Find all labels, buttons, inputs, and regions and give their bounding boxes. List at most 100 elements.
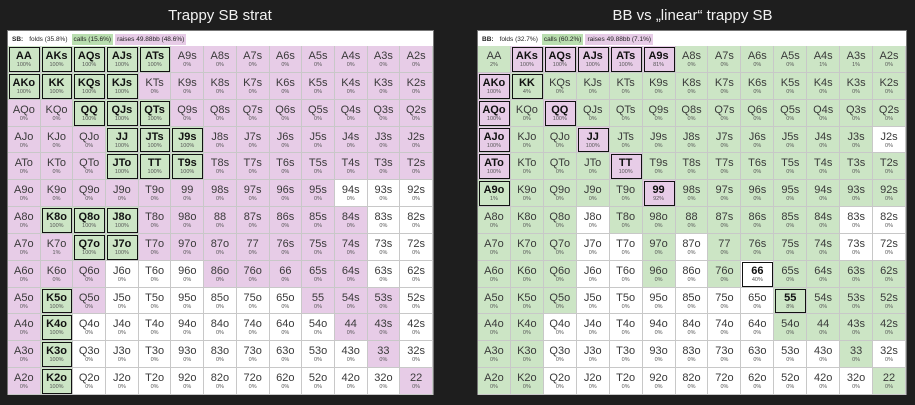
hand-cell[interactable]: Q9s 0% (642, 99, 676, 127)
hand-cell[interactable]: ATo 0% (8, 153, 41, 181)
hand-cell[interactable]: 86o 0% (675, 260, 709, 288)
hand-cell[interactable]: T3s 0% (367, 153, 401, 181)
hand-cell[interactable]: A9o 0% (8, 180, 41, 208)
hand-cell[interactable]: A4o 0% (478, 314, 511, 342)
hand-cell[interactable]: K5s 0% (302, 72, 335, 100)
hand-cell[interactable]: A9o 1% (478, 180, 511, 208)
hand-cell[interactable]: T3o 0% (138, 341, 172, 369)
hand-cell[interactable]: Q7s 0% (236, 99, 270, 127)
hand-cell[interactable]: 42s 0% (400, 314, 433, 342)
hand-cell[interactable]: Q6o 0% (543, 260, 577, 288)
hand-cell[interactable]: JTo 100% (106, 153, 139, 181)
hand-cell[interactable]: K8s 0% (675, 72, 709, 100)
hand-cell[interactable]: T2s 0% (400, 153, 433, 181)
hand-cell[interactable]: A2s 0% (873, 46, 906, 73)
hand-cell[interactable]: Q2s 0% (873, 99, 906, 127)
hand-cell[interactable]: 55 8% (774, 287, 808, 315)
hand-cell[interactable]: QTs 100% (138, 99, 172, 127)
hand-cell[interactable]: 44 0% (807, 314, 841, 342)
hand-cell[interactable]: 53o 0% (302, 341, 335, 369)
hand-cell[interactable]: K2o 100% (40, 368, 74, 395)
hand-cell[interactable]: 83o 0% (675, 341, 709, 369)
hand-cell[interactable]: J2o 0% (106, 368, 139, 395)
hand-cell[interactable]: A6s 0% (741, 46, 775, 73)
hand-cell[interactable]: 22 0% (400, 368, 433, 395)
hand-cell[interactable]: Q3o 0% (543, 341, 577, 369)
hand-cell[interactable]: 42s 0% (873, 314, 906, 342)
hand-cell[interactable]: 83o 0% (204, 341, 237, 369)
hand-cell[interactable]: 74s 0% (334, 233, 368, 261)
hand-cell[interactable]: Q8s 0% (675, 99, 709, 127)
hand-cell[interactable]: Q7s 0% (708, 99, 742, 127)
hand-cell[interactable]: 86o 0% (204, 260, 237, 288)
hand-cell[interactable]: AQs 100% (73, 46, 107, 73)
hand-cell[interactable]: 54s 0% (334, 287, 368, 315)
hand-cell[interactable]: 92s 0% (873, 180, 906, 208)
hand-cell[interactable]: 95s 0% (774, 180, 808, 208)
hand-cell[interactable]: 52s 0% (400, 287, 433, 315)
hand-cell[interactable]: 82s 0% (873, 207, 906, 234)
hand-cell[interactable]: 62o 0% (269, 368, 303, 395)
hand-cell[interactable]: KJo 0% (40, 126, 74, 154)
hand-cell[interactable]: K4o 100% (40, 314, 74, 342)
hand-cell[interactable]: Q9o 0% (73, 180, 107, 208)
hand-cell[interactable]: 73o 0% (708, 341, 742, 369)
hand-cell[interactable]: 64o 0% (741, 314, 775, 342)
hand-cell[interactable]: 93s 0% (840, 180, 874, 208)
hand-cell[interactable]: T2o 0% (138, 368, 172, 395)
hand-cell[interactable]: A4o 0% (8, 314, 41, 342)
hand-cell[interactable]: K7o 0% (510, 233, 544, 261)
hand-cell[interactable]: KTo 0% (510, 153, 544, 181)
hand-cell[interactable]: A2s 0% (400, 46, 433, 73)
hand-cell[interactable]: 85o 0% (675, 287, 709, 315)
hand-cell[interactable]: 95o 0% (171, 287, 205, 315)
hand-cell[interactable]: K5o 0% (510, 287, 544, 315)
hand-cell[interactable]: 74s 0% (807, 233, 841, 261)
hand-cell[interactable]: J9o 0% (576, 180, 610, 208)
hand-cell[interactable]: 44 0% (334, 314, 368, 342)
hand-cell[interactable]: J8o 0% (576, 207, 610, 234)
hand-cell[interactable]: K4s 0% (334, 72, 368, 100)
hand-cell[interactable]: QJs 0% (576, 99, 610, 127)
hand-cell[interactable]: KQs 0% (543, 72, 577, 100)
hand-cell[interactable]: QTo 0% (73, 153, 107, 181)
hand-cell[interactable]: 63s 0% (840, 260, 874, 288)
hand-cell[interactable]: 66 40% (741, 260, 775, 288)
hand-cell[interactable]: 53s 0% (367, 287, 401, 315)
hand-cell[interactable]: 52s 0% (873, 287, 906, 315)
hand-cell[interactable]: J3o 0% (106, 341, 139, 369)
hand-cell[interactable]: KJs 100% (106, 72, 139, 100)
hand-cell[interactable]: K4o 0% (510, 314, 544, 342)
hand-cell[interactable]: Q6s 0% (269, 99, 303, 127)
hand-cell[interactable]: A3s 1% (840, 46, 874, 73)
hand-cell[interactable]: Q5o 0% (73, 287, 107, 315)
hand-cell[interactable]: 86s 0% (269, 207, 303, 234)
hand-cell[interactable]: 43s 0% (367, 314, 401, 342)
hand-cell[interactable]: 84o 0% (675, 314, 709, 342)
hand-cell[interactable]: T3s 0% (840, 153, 874, 181)
hand-cell[interactable]: 82s 0% (400, 207, 433, 234)
hand-cell[interactable]: 55 0% (302, 287, 335, 315)
hand-cell[interactable]: AKs 100% (40, 46, 74, 73)
hand-cell[interactable]: J7s 0% (708, 126, 742, 154)
hand-cell[interactable]: T4s 0% (807, 153, 841, 181)
hand-cell[interactable]: KTo 0% (40, 153, 74, 181)
hand-cell[interactable]: T5s 0% (774, 153, 808, 181)
hand-cell[interactable]: 65o 0% (269, 287, 303, 315)
hand-cell[interactable]: AQo 100% (478, 99, 511, 127)
hand-cell[interactable]: 98s 0% (675, 180, 709, 208)
hand-cell[interactable]: QJo 0% (543, 126, 577, 154)
hand-cell[interactable]: 74o 0% (236, 314, 270, 342)
hand-cell[interactable]: 75s 0% (774, 233, 808, 261)
hand-cell[interactable]: AJo 0% (8, 126, 41, 154)
hand-cell[interactable]: KK 4% (510, 72, 544, 100)
hand-cell[interactable]: A6o 0% (8, 260, 41, 288)
hand-cell[interactable]: Q3s 0% (840, 99, 874, 127)
hand-cell[interactable]: Q5s 0% (774, 99, 808, 127)
hand-cell[interactable]: J6o 0% (576, 260, 610, 288)
hand-cell[interactable]: 77 0% (708, 233, 742, 261)
hand-cell[interactable]: 93o 0% (171, 341, 205, 369)
hand-cell[interactable]: 87o 0% (675, 233, 709, 261)
hand-cell[interactable]: T7o 0% (609, 233, 643, 261)
hand-cell[interactable]: K9s 0% (642, 72, 676, 100)
